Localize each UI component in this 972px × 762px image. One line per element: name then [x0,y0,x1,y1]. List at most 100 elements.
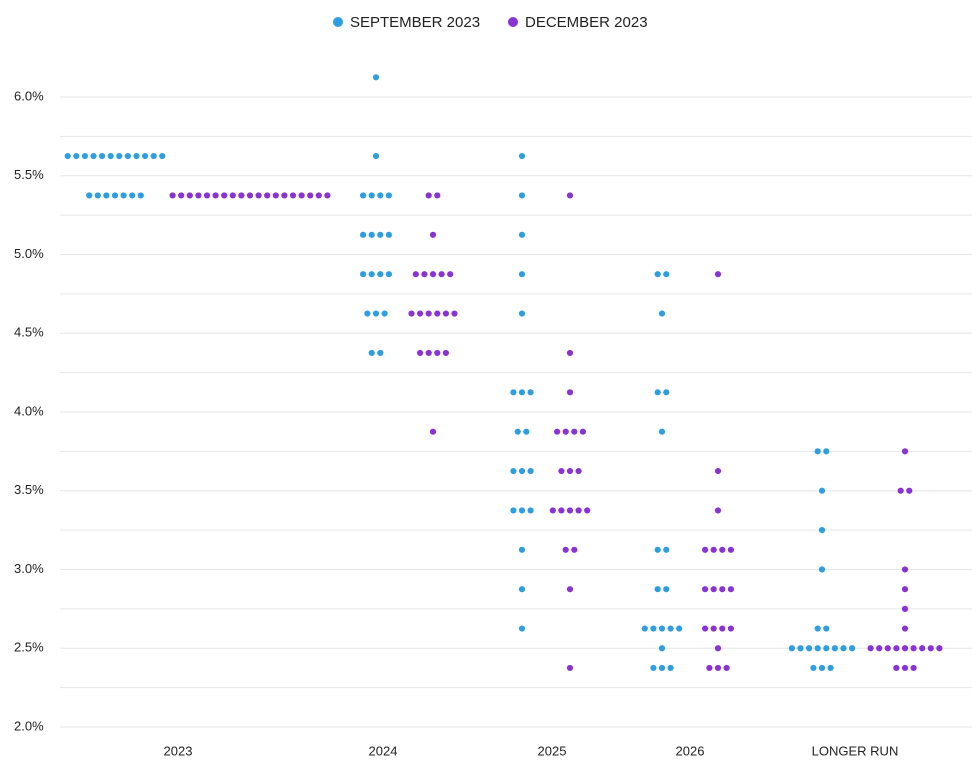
dot [86,192,93,199]
dot [120,192,127,199]
dot [385,231,392,238]
y-tick-label: 3.5% [14,482,44,497]
dot [368,192,375,199]
dot [523,428,530,435]
dot [510,389,517,396]
dot [714,271,722,278]
dot [831,645,839,652]
dot [186,192,193,199]
dot [571,546,578,553]
dot [246,192,254,199]
dot [667,664,674,672]
dot [372,310,380,317]
dot [518,586,526,593]
dot [575,467,582,475]
dot [901,645,909,652]
dot [584,507,591,514]
dot [654,271,661,278]
dot [360,271,367,278]
dot [518,271,526,278]
dot [90,152,97,160]
dot [408,310,415,317]
dot [377,231,384,238]
dot [818,664,826,672]
dot [527,507,534,514]
dot [702,586,709,593]
dot [558,507,565,514]
dot [806,645,813,652]
y-tick-label: 4.5% [14,325,44,340]
dot [658,645,666,652]
dot [150,152,157,160]
dot [385,192,392,199]
dot [527,467,534,475]
dot [124,152,131,160]
dot [203,192,211,199]
dot [229,192,236,199]
dot [360,231,367,238]
dot [434,349,441,357]
dot [893,664,900,672]
dot [719,586,726,593]
dot [368,231,375,238]
dot [714,507,722,514]
legend-label: DECEMBER 2023 [525,14,648,31]
dot [425,349,432,357]
dot [910,664,917,672]
y-tick-label: 5.5% [14,167,44,182]
dot [650,625,657,632]
dot [417,349,424,357]
dot [658,428,666,435]
dot [579,428,587,435]
dot [315,192,322,199]
dot [901,625,909,632]
dot [867,645,874,652]
dot [412,271,419,278]
dot [827,664,834,672]
dot [727,625,735,632]
dot [429,428,437,435]
dot [818,566,826,573]
dot [107,152,114,160]
x-tick-label: 2023 [164,743,193,758]
dot [654,389,661,396]
dot [99,152,106,160]
dot [840,645,847,652]
dot [421,271,428,278]
dot [566,507,574,514]
dot [442,349,449,357]
dot [823,645,830,652]
dot [897,487,904,494]
dot [518,546,526,553]
dot [566,349,574,357]
dot [571,428,578,435]
dot [142,152,149,160]
dot [425,192,432,199]
dot [212,192,219,199]
dot [884,645,891,652]
dot [272,192,279,199]
dot [510,467,517,475]
dot [663,586,670,593]
dot [307,192,314,199]
dot [438,271,445,278]
dot [368,271,375,278]
dot [702,546,709,553]
dot [810,664,817,672]
dot [255,192,262,199]
dot [723,664,730,672]
dot [385,271,392,278]
dot [372,152,380,160]
legend-swatch [333,17,343,27]
dot [518,152,526,160]
dot [518,467,526,475]
dot [714,467,722,475]
dot [81,152,88,160]
dot [658,625,666,632]
dot [377,349,384,357]
dot [719,625,726,632]
dot [727,546,735,553]
dot [264,192,271,199]
y-tick-label: 4.0% [14,403,44,418]
y-tick-label: 2.0% [14,718,44,733]
